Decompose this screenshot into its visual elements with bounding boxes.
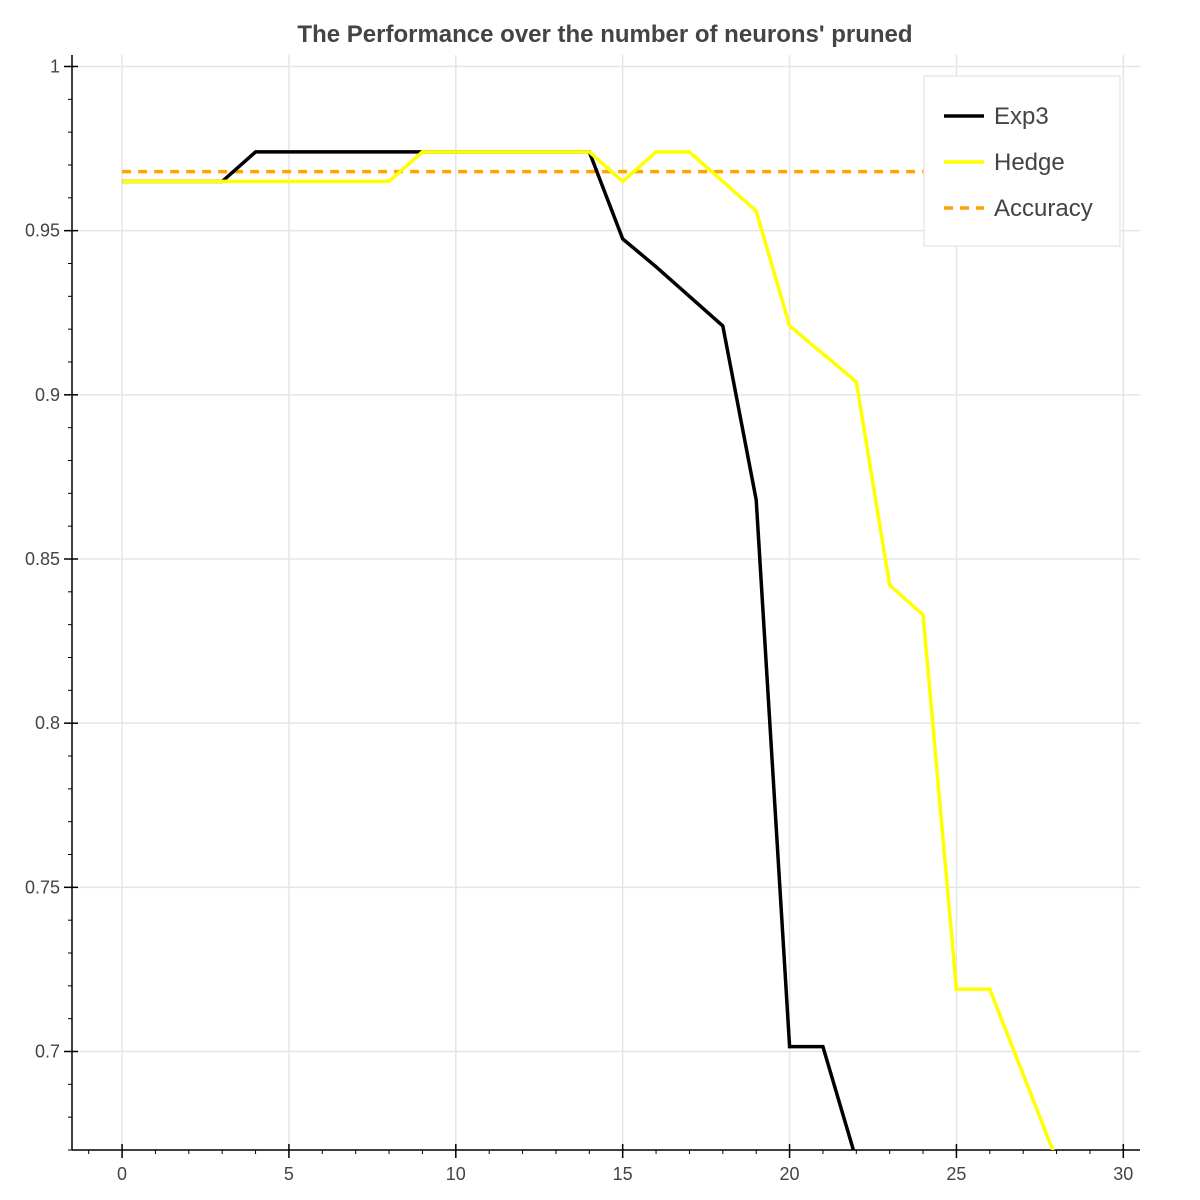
- series-line-exp3: [122, 150, 856, 1150]
- x-tick-label: 0: [117, 1164, 127, 1184]
- x-tick-label: 20: [780, 1164, 800, 1184]
- y-tick-label: 0.75: [25, 877, 60, 897]
- x-tick-label: 15: [613, 1164, 633, 1184]
- y-tick-label: 0.95: [25, 221, 60, 241]
- series-line-hedge: [122, 150, 1055, 1150]
- legend-label-exp3: Exp3: [994, 103, 1049, 130]
- x-tick-label: 30: [1113, 1164, 1133, 1184]
- chart-title: The Performance over the number of neuro…: [297, 21, 912, 48]
- legend: Exp3 Hedge Accuracy: [923, 75, 1121, 247]
- y-tick-label: 0.7: [35, 1041, 60, 1061]
- y-tick-label: 0.9: [35, 385, 60, 405]
- y-tick-label: 0.8: [35, 713, 60, 733]
- x-tick-label: 25: [946, 1164, 966, 1184]
- y-tick-label: 1: [50, 56, 60, 76]
- plot-area: [122, 150, 1090, 1150]
- legend-label-hedge: Hedge: [994, 149, 1065, 176]
- y-tick-label: 0.85: [25, 549, 60, 569]
- legend-label-accuracy: Accuracy: [994, 195, 1093, 222]
- x-tick-label: 5: [284, 1164, 294, 1184]
- x-tick-label: 10: [446, 1164, 466, 1184]
